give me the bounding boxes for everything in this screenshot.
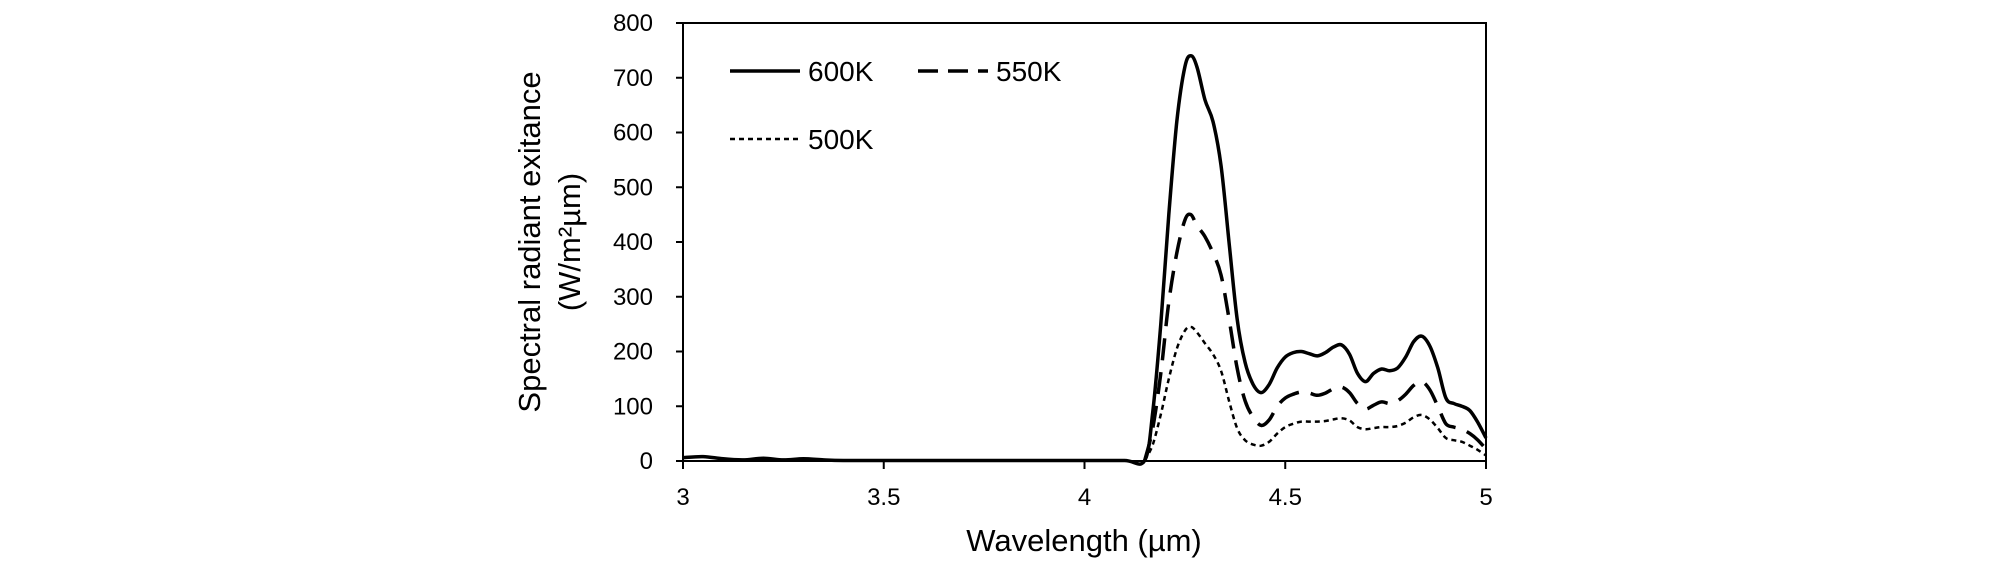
legend-label-500k: 500K [808,124,874,155]
y-axis-ticks: 0 100 200 300 400 500 600 700 800 [613,10,683,475]
x-tick-label: 4 [1078,484,1091,511]
y-tick-label: 600 [613,120,653,147]
legend-label-550k: 550K [996,56,1062,87]
x-axis-ticks: 3 3.5 4 4.5 5 [676,461,1493,511]
x-axis-title: Wavelength (µm) [966,523,1202,558]
y-tick-label: 100 [613,393,653,420]
x-tick-label: 5 [1479,484,1492,511]
legend-label-600k: 600K [808,56,874,87]
y-tick-label: 400 [613,229,653,256]
y-axis-title-line2: (W/m²µm) [552,173,587,311]
plot-area-frame [682,22,1487,462]
series-line-600k [682,54,1488,466]
y-tick-label: 200 [613,339,653,366]
x-tick-label: 4.5 [1269,484,1302,511]
x-tick-label: 3 [676,484,689,511]
y-tick-label: 0 [640,448,653,475]
y-tick-label: 700 [613,65,653,92]
y-tick-label: 800 [613,10,653,37]
legend: 600K 550K 500K [730,56,1062,155]
y-axis-title-line1: Spectral radiant exitance [512,71,547,412]
series-line-500k [1143,325,1487,462]
series-line-550k [1143,212,1488,461]
y-tick-label: 300 [613,284,653,311]
x-tick-label: 3.5 [867,484,900,511]
plot-lines [682,54,1488,466]
y-tick-label: 500 [613,174,653,201]
